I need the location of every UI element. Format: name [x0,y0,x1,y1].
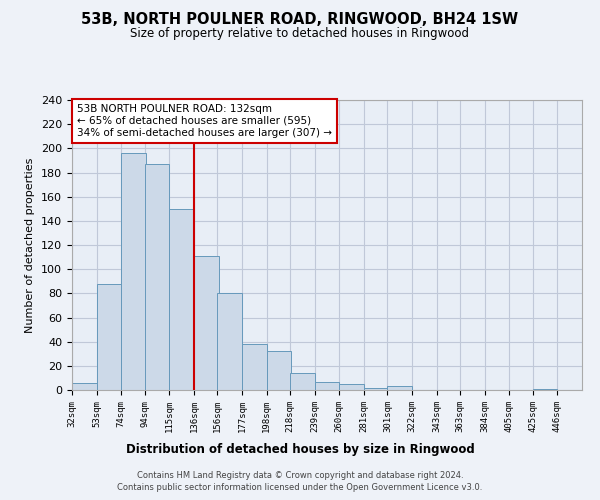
Bar [72,383,97,390]
Bar [388,386,412,390]
Text: Contains HM Land Registry data © Crown copyright and database right 2024.: Contains HM Land Registry data © Crown c… [137,471,463,480]
Bar [169,209,194,390]
Text: Contains public sector information licensed under the Open Government Licence v3: Contains public sector information licen… [118,484,482,492]
Bar [217,294,242,390]
Bar [340,384,364,390]
Bar [314,382,340,390]
Bar [242,344,266,390]
Y-axis label: Number of detached properties: Number of detached properties [25,158,35,332]
Text: Distribution of detached houses by size in Ringwood: Distribution of detached houses by size … [125,442,475,456]
Bar [364,388,389,390]
Text: Size of property relative to detached houses in Ringwood: Size of property relative to detached ho… [131,28,470,40]
Bar [97,284,121,390]
Text: 53B NORTH POULNER ROAD: 132sqm
← 65% of detached houses are smaller (595)
34% of: 53B NORTH POULNER ROAD: 132sqm ← 65% of … [77,104,332,138]
Bar [290,373,314,390]
Bar [266,352,291,390]
Bar [194,256,218,390]
Text: 53B, NORTH POULNER ROAD, RINGWOOD, BH24 1SW: 53B, NORTH POULNER ROAD, RINGWOOD, BH24 … [82,12,518,28]
Bar [121,153,146,390]
Bar [145,164,169,390]
Bar [533,389,557,390]
